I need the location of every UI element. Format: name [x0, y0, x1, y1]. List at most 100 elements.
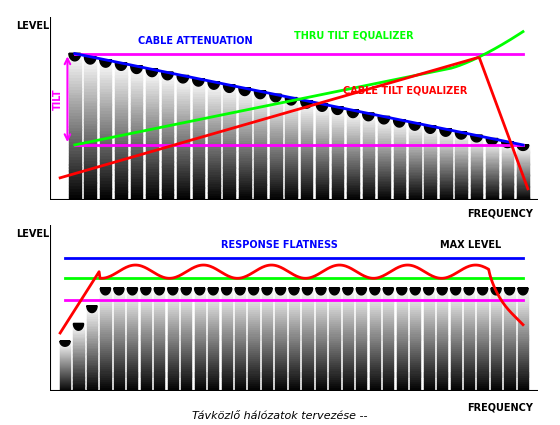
Bar [100, 191, 111, 194]
Bar [332, 166, 343, 168]
Bar [356, 360, 366, 362]
Bar [396, 342, 407, 344]
Bar [181, 350, 192, 352]
Bar [316, 194, 328, 196]
Bar [262, 315, 272, 317]
Bar [222, 325, 232, 327]
Bar [343, 377, 353, 379]
Bar [455, 179, 467, 181]
Bar [471, 156, 483, 157]
Bar [332, 135, 343, 137]
Bar [254, 100, 266, 102]
Bar [505, 323, 515, 325]
Bar [254, 195, 266, 198]
Bar [440, 188, 451, 190]
Bar [222, 335, 232, 337]
Bar [396, 331, 407, 334]
Bar [276, 315, 286, 317]
Polygon shape [262, 288, 272, 295]
Bar [316, 196, 328, 198]
Bar [302, 350, 312, 352]
Bar [478, 342, 488, 344]
Bar [235, 377, 245, 379]
Bar [285, 167, 297, 169]
Bar [100, 368, 110, 371]
Bar [455, 166, 467, 167]
Bar [343, 350, 353, 352]
Polygon shape [115, 63, 127, 70]
Bar [208, 335, 218, 337]
Bar [69, 65, 81, 68]
Bar [396, 348, 407, 350]
Bar [87, 345, 97, 347]
Bar [394, 192, 405, 193]
Bar [362, 174, 374, 176]
Bar [517, 145, 529, 146]
Bar [347, 146, 359, 148]
Bar [239, 142, 251, 144]
Bar [154, 313, 165, 315]
Bar [329, 360, 339, 362]
Bar [491, 327, 501, 329]
Bar [424, 170, 436, 172]
Bar [378, 135, 390, 136]
Bar [437, 333, 447, 335]
Bar [195, 319, 205, 321]
Bar [289, 337, 299, 340]
Bar [378, 156, 390, 158]
Bar [502, 183, 514, 185]
Bar [254, 187, 266, 189]
Bar [486, 192, 498, 194]
Bar [235, 354, 245, 356]
Bar [289, 331, 299, 334]
Bar [378, 188, 390, 190]
Bar [177, 108, 189, 111]
Bar [222, 385, 232, 387]
Bar [115, 115, 127, 118]
Bar [471, 152, 483, 153]
Bar [502, 167, 514, 168]
Bar [451, 350, 461, 352]
Bar [100, 174, 111, 177]
Bar [239, 184, 251, 187]
Bar [208, 317, 218, 319]
Bar [424, 176, 436, 178]
Bar [383, 319, 393, 321]
Bar [356, 368, 366, 371]
Bar [60, 389, 70, 390]
Bar [208, 323, 218, 325]
Bar [517, 198, 529, 200]
Bar [440, 190, 451, 191]
Bar [289, 317, 299, 319]
Bar [423, 313, 434, 315]
Bar [491, 350, 501, 352]
Bar [423, 374, 434, 377]
Bar [285, 190, 297, 192]
Bar [464, 337, 474, 340]
Bar [195, 358, 205, 360]
Bar [437, 303, 447, 305]
Bar [195, 337, 205, 340]
Bar [486, 196, 498, 197]
Bar [440, 198, 451, 200]
Bar [222, 313, 232, 315]
Bar [222, 348, 232, 350]
Bar [235, 387, 245, 389]
Bar [154, 337, 165, 340]
Bar [154, 364, 165, 366]
Bar [347, 194, 359, 196]
Bar [394, 126, 405, 128]
Bar [254, 150, 266, 152]
Bar [100, 71, 111, 74]
Polygon shape [100, 288, 110, 295]
Bar [181, 362, 192, 364]
Bar [329, 366, 339, 368]
Bar [195, 333, 205, 335]
Bar [167, 368, 178, 371]
Bar [115, 98, 127, 101]
Bar [486, 171, 498, 173]
Bar [491, 319, 501, 321]
Bar [100, 149, 111, 152]
Bar [100, 343, 110, 346]
Bar [289, 382, 299, 385]
